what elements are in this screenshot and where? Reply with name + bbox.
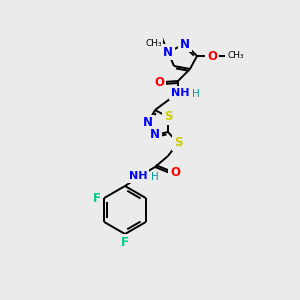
Text: N: N [150,128,160,142]
Text: CH₃: CH₃ [227,52,244,61]
Text: H: H [192,89,200,99]
Text: F: F [121,236,129,248]
Text: N: N [163,46,173,59]
Text: O: O [154,76,164,88]
Text: S: S [164,110,172,124]
Text: H: H [151,172,159,182]
Text: NH: NH [129,171,147,181]
Text: F: F [93,191,101,205]
Text: CH₃: CH₃ [146,39,162,48]
Text: NH: NH [171,88,189,98]
Text: S: S [174,136,182,149]
Text: O: O [207,50,217,62]
Text: N: N [143,116,153,130]
Text: O: O [170,167,180,179]
Text: N: N [180,38,190,50]
